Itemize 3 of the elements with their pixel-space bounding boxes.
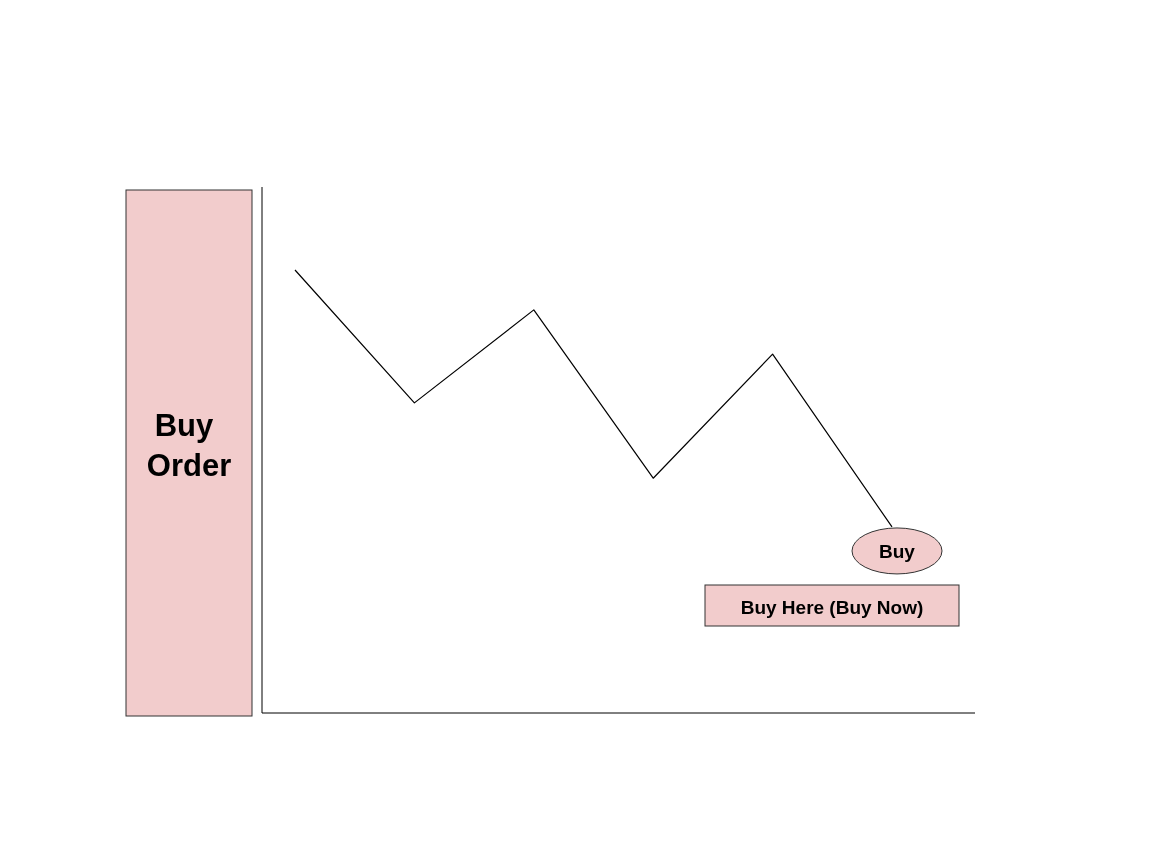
annotation: Buy Here (Buy Now) [740, 597, 924, 618]
y-axis-title: Buy Order [146, 408, 232, 483]
annotation: Buy [879, 540, 916, 562]
